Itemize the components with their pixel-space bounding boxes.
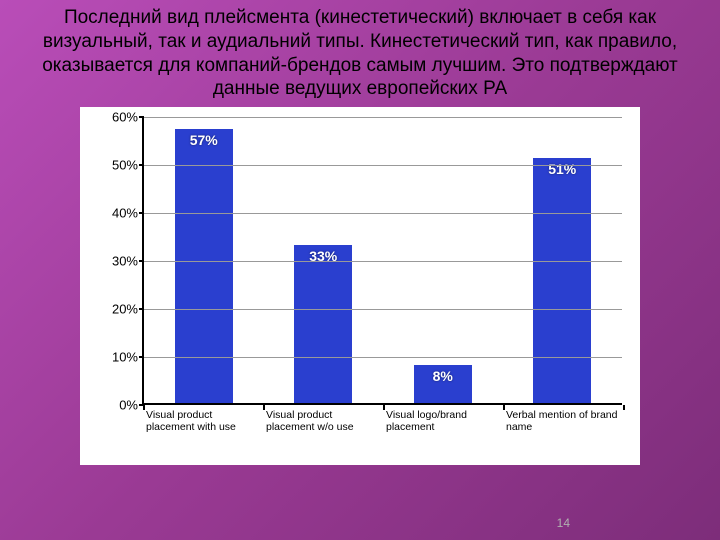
x-axis-label: Verbal mention of brand name [502, 409, 622, 433]
bar-slot: 51% [503, 117, 623, 403]
bar: 33% [294, 245, 352, 403]
x-axis-label: Visual product placement with use [142, 409, 262, 433]
x-tick [623, 405, 625, 410]
x-axis-label: Visual product placement w/o use [262, 409, 382, 433]
bar-value-label: 51% [548, 161, 576, 177]
x-axis-labels: Visual product placement with useVisual … [142, 409, 622, 433]
y-tick [139, 260, 144, 262]
grid-line [144, 357, 622, 358]
y-tick [139, 164, 144, 166]
y-tick [139, 212, 144, 214]
bar-slot: 57% [144, 117, 264, 403]
grid-line [144, 213, 622, 214]
bars-container: 57% 33% 8% 51% [144, 117, 622, 403]
grid-line [144, 117, 622, 118]
bar: 8% [414, 365, 472, 403]
y-tick [139, 308, 144, 310]
bar: 57% [175, 129, 233, 403]
slide-title: Последний вид плейсмента (кинестетически… [0, 0, 720, 105]
x-axis-label: Visual logo/brand placement [382, 409, 502, 433]
grid-line [144, 261, 622, 262]
y-tick [139, 356, 144, 358]
grid-line [144, 165, 622, 166]
bar-chart: 57%33%8%51% 0%10%20%30%40%50%60% Visual … [80, 107, 640, 465]
plot-area: 57%33%8%51% 0%10%20%30%40%50%60% [142, 117, 622, 405]
grid-line [144, 309, 622, 310]
bar-value-label: 8% [433, 368, 453, 384]
bar-slot: 33% [264, 117, 384, 403]
y-tick [139, 116, 144, 118]
bar-value-label: 57% [190, 132, 218, 148]
bar: 51% [533, 158, 591, 403]
page-number: 14 [557, 516, 570, 530]
bar-slot: 8% [383, 117, 503, 403]
